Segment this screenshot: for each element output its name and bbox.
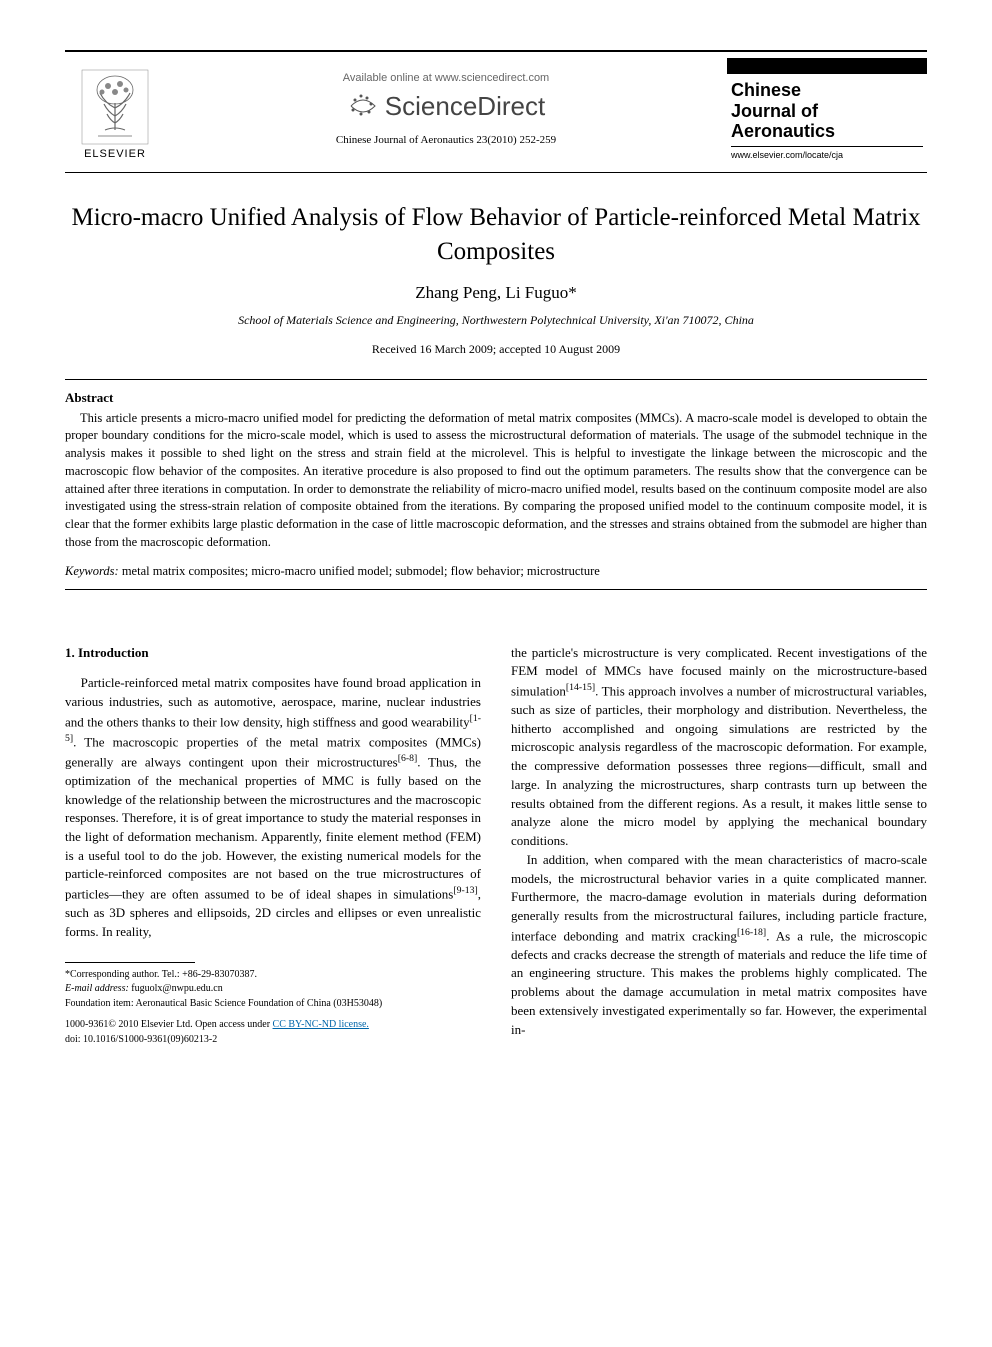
received-accepted-dates: Received 16 March 2009; accepted 10 Augu… — [65, 342, 927, 357]
journal-name-line-3: Aeronautics — [731, 121, 923, 142]
right-column: the particle's microstructure is very co… — [511, 644, 927, 1048]
foundation-item: Foundation item: Aeronautical Basic Scie… — [65, 997, 481, 1011]
footnote-separator — [65, 962, 195, 963]
copyright-line: 1000-9361© 2010 Elsevier Ltd. Open acces… — [65, 1018, 481, 1032]
abstract-text: This article presents a micro-macro unif… — [65, 410, 927, 552]
elsevier-label: ELSEVIER — [84, 148, 146, 160]
abstract-rule-bottom — [65, 589, 927, 590]
sciencedirect-swoosh-icon — [347, 90, 379, 122]
header-bottom-rule — [65, 172, 927, 173]
intro-paragraph-left: Particle-reinforced metal matrix composi… — [65, 674, 481, 941]
journal-citation: Chinese Journal of Aeronautics 23(2010) … — [336, 134, 556, 146]
left-column: 1. Introduction Particle-reinforced meta… — [65, 644, 481, 1048]
article-title: Micro-macro Unified Analysis of Flow Beh… — [65, 201, 927, 269]
section-1-heading: 1. Introduction — [65, 644, 481, 663]
header-center-block: Available online at www.sciencedirect.co… — [165, 58, 727, 146]
sciencedirect-text: ScienceDirect — [385, 91, 545, 122]
authors: Zhang Peng, Li Fuguo* — [65, 283, 927, 303]
license-prefix: Open access under — [193, 1019, 273, 1030]
intro-paragraph-right-1: the particle's microstructure is very co… — [511, 644, 927, 851]
email-line: E-mail address: fuguolx@nwpu.edu.cn — [65, 982, 481, 996]
license-link[interactable]: CC BY-NC-ND license. — [273, 1019, 369, 1030]
keywords-line: Keywords: metal matrix composites; micro… — [65, 564, 927, 579]
doi-line: doi: 10.1016/S1000-9361(09)60213-2 — [65, 1033, 481, 1047]
journal-title-block: Chinese Journal of Aeronautics www.elsev… — [727, 58, 927, 164]
footnote-block: *Corresponding author. Tel.: +86-29-8307… — [65, 968, 481, 1047]
sciencedirect-logo-row: ScienceDirect — [347, 90, 545, 122]
body-two-columns: 1. Introduction Particle-reinforced meta… — [65, 644, 927, 1048]
copyright-text: 1000-9361© 2010 Elsevier Ltd. — [65, 1019, 193, 1030]
abstract-heading: Abstract — [65, 390, 927, 406]
email-address: fuguolx@nwpu.edu.cn — [129, 983, 223, 994]
journal-url: www.elsevier.com/locate/cja — [731, 146, 923, 160]
available-online-text: Available online at www.sciencedirect.co… — [343, 72, 549, 84]
keywords-label: Keywords: — [65, 564, 119, 578]
keywords-text: metal matrix composites; micro-macro uni… — [119, 564, 600, 578]
email-label: E-mail address: — [65, 983, 129, 994]
elsevier-publisher-block: ELSEVIER — [65, 58, 165, 160]
affiliation: School of Materials Science and Engineer… — [65, 313, 927, 328]
elsevier-tree-logo-icon — [80, 68, 150, 146]
header-row: ELSEVIER Available online at www.science… — [65, 50, 927, 164]
journal-name-box: Chinese Journal of Aeronautics www.elsev… — [727, 74, 927, 164]
journal-name-line-1: Chinese — [731, 80, 923, 101]
intro-paragraph-right-2: In addition, when compared with the mean… — [511, 851, 927, 1040]
abstract-rule-top — [65, 379, 927, 380]
corresponding-author: *Corresponding author. Tel.: +86-29-8307… — [65, 968, 481, 982]
journal-name-line-2: Journal of — [731, 101, 923, 122]
journal-black-bar — [727, 58, 927, 74]
